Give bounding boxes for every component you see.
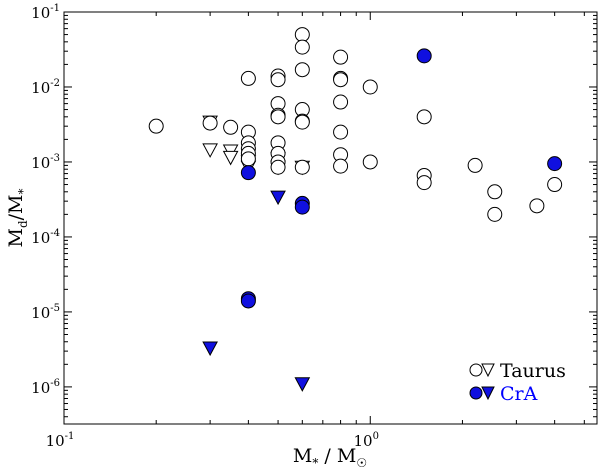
taurus-detection-point — [333, 72, 349, 88]
taurus-detection-point — [547, 177, 563, 193]
y-tick-label: 10-4 — [31, 228, 60, 247]
taurus-detection-point — [294, 27, 310, 43]
x-axis-label: M* / M☉ — [293, 445, 367, 470]
cra-detection-point — [416, 48, 432, 64]
taurus-detection-point — [487, 206, 503, 222]
x-tick-label: 100 — [354, 431, 379, 450]
cra-detection-point — [240, 293, 256, 309]
taurus-detection-point — [294, 114, 310, 130]
y-tick-label: 10-1 — [31, 3, 60, 22]
taurus-detection-point — [240, 70, 256, 86]
legend-marker-cra-circle — [469, 386, 483, 400]
cra-upper-limit-point — [270, 190, 286, 206]
legend-marker-cra-triangle — [481, 386, 495, 401]
legend-label-taurus: Taurus — [500, 360, 566, 382]
y-tick-label: 10-2 — [31, 78, 60, 97]
axis-tick-labels: 10-1 100 10-6 10-5 10-4 10-3 10-2 10-1 — [31, 3, 379, 450]
cra-detection-point — [547, 156, 563, 172]
taurus-detection-point — [148, 118, 164, 134]
x-tick-label: 10-1 — [46, 431, 75, 450]
taurus-detection-point — [294, 159, 310, 175]
taurus-upper-limit-point — [202, 143, 218, 158]
data-points — [148, 27, 563, 392]
cra-detection-point — [294, 199, 310, 215]
legend-entry-taurus: Taurus — [469, 360, 566, 382]
taurus-detection-point — [487, 184, 503, 200]
legend-label-cra: CrA — [500, 383, 538, 405]
plot-frame — [63, 11, 598, 425]
y-axis-label: Md/M* — [5, 188, 30, 247]
y-tick-label: 10-3 — [31, 153, 60, 172]
axis-ticks — [63, 11, 597, 424]
taurus-detection-point — [333, 124, 349, 140]
taurus-detection-point — [270, 72, 286, 88]
cra-detection-point — [240, 165, 256, 181]
taurus-detection-point — [270, 159, 286, 175]
taurus-detection-point — [294, 62, 310, 78]
cra-upper-limit-point — [294, 377, 311, 392]
taurus-detection-point — [294, 39, 310, 55]
taurus-detection-point — [333, 94, 349, 110]
cra-upper-limit-point — [202, 341, 218, 357]
taurus-detection-point — [240, 151, 256, 167]
legend: Taurus CrA — [469, 360, 566, 405]
taurus-detection-point — [270, 109, 286, 125]
y-tick-label: 10-5 — [31, 303, 60, 322]
taurus-upper-limit-point — [222, 150, 239, 166]
taurus-detection-point — [362, 154, 378, 170]
y-tick-label: 10-6 — [31, 378, 60, 397]
taurus-detection-point — [202, 115, 218, 131]
taurus-detection-point — [223, 119, 239, 135]
taurus-detection-point — [416, 175, 432, 191]
taurus-detection-point — [333, 158, 349, 174]
legend-marker-taurus-triangle — [481, 363, 495, 378]
taurus-detection-point — [529, 198, 545, 214]
taurus-detection-point — [467, 157, 483, 173]
plot-area — [63, 11, 598, 425]
legend-entry-cra: CrA — [469, 383, 538, 405]
taurus-detection-point — [362, 79, 378, 95]
legend-marker-taurus-circle — [469, 363, 483, 377]
taurus-detection-point — [333, 49, 349, 65]
taurus-detection-point — [416, 109, 432, 125]
